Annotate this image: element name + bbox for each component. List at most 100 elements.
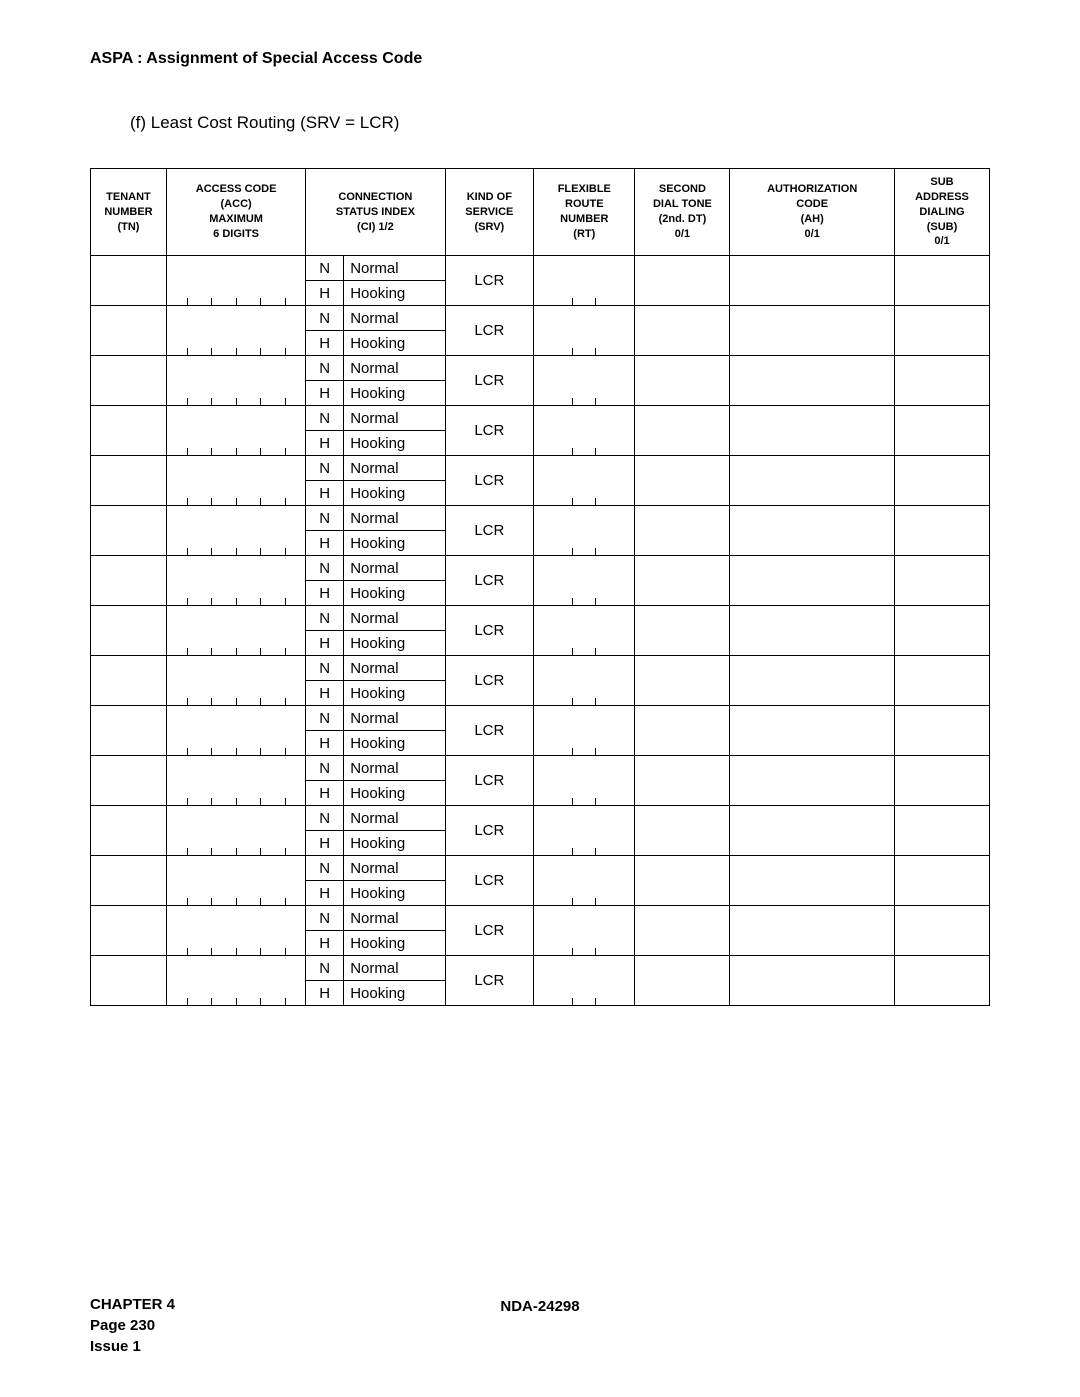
- cell-ci-code: N: [306, 806, 344, 831]
- cell-ci-code: H: [306, 731, 344, 756]
- cell-ci-label: Normal: [344, 656, 445, 681]
- col-header-tn: TENANTNUMBER(TN): [91, 169, 167, 256]
- cell-tn: [91, 406, 167, 456]
- cell-tn: [91, 306, 167, 356]
- cell-acc: [166, 356, 305, 406]
- cell-ah: [730, 406, 895, 456]
- cell-ci-label: Hooking: [344, 631, 445, 656]
- cell-rt: [534, 856, 635, 906]
- cell-ah: [730, 656, 895, 706]
- cell-dt: [635, 306, 730, 356]
- cell-tn: [91, 706, 167, 756]
- cell-ci-label: Hooking: [344, 781, 445, 806]
- cell-srv: LCR: [445, 506, 534, 556]
- cell-dt: [635, 856, 730, 906]
- cell-ci-code: N: [306, 356, 344, 381]
- cell-ah: [730, 456, 895, 506]
- cell-srv: LCR: [445, 656, 534, 706]
- cell-srv: LCR: [445, 906, 534, 956]
- cell-dt: [635, 256, 730, 306]
- cell-srv: LCR: [445, 456, 534, 506]
- cell-rt: [534, 656, 635, 706]
- cell-ci-code: H: [306, 331, 344, 356]
- cell-srv: LCR: [445, 606, 534, 656]
- cell-ah: [730, 906, 895, 956]
- cell-srv: LCR: [445, 556, 534, 606]
- cell-ah: [730, 606, 895, 656]
- cell-ci-label: Hooking: [344, 531, 445, 556]
- cell-acc: [166, 656, 305, 706]
- cell-ci-code: N: [306, 556, 344, 581]
- cell-sub: [894, 706, 989, 756]
- cell-acc: [166, 706, 305, 756]
- cell-rt: [534, 706, 635, 756]
- cell-ah: [730, 956, 895, 1006]
- cell-acc: [166, 306, 305, 356]
- footer-issue: Issue 1: [90, 1336, 175, 1357]
- cell-srv: LCR: [445, 306, 534, 356]
- cell-dt: [635, 556, 730, 606]
- cell-sub: [894, 656, 989, 706]
- col-header-rt: FLEXIBLEROUTENUMBER(RT): [534, 169, 635, 256]
- cell-ci-code: H: [306, 631, 344, 656]
- cell-sub: [894, 256, 989, 306]
- cell-tn: [91, 656, 167, 706]
- cell-ci-code: H: [306, 831, 344, 856]
- cell-acc: [166, 806, 305, 856]
- cell-sub: [894, 556, 989, 606]
- cell-dt: [635, 506, 730, 556]
- cell-rt: [534, 456, 635, 506]
- cell-ci-code: N: [306, 706, 344, 731]
- col-header-acc: ACCESS CODE(ACC)MAXIMUM6 DIGITS: [166, 169, 305, 256]
- cell-sub: [894, 606, 989, 656]
- cell-ci-code: H: [306, 481, 344, 506]
- cell-dt: [635, 906, 730, 956]
- cell-ah: [730, 256, 895, 306]
- cell-srv: LCR: [445, 956, 534, 1006]
- section-subtitle: (f) Least Cost Routing (SRV = LCR): [130, 113, 990, 133]
- cell-tn: [91, 856, 167, 906]
- cell-ci-code: H: [306, 881, 344, 906]
- col-header-sub: SUBADDRESSDIALING(SUB)0/1: [894, 169, 989, 256]
- footer-chapter: CHAPTER 4: [90, 1294, 175, 1315]
- cell-ci-label: Hooking: [344, 431, 445, 456]
- cell-ah: [730, 506, 895, 556]
- cell-dt: [635, 756, 730, 806]
- cell-rt: [534, 606, 635, 656]
- cell-ci-label: Hooking: [344, 931, 445, 956]
- cell-ci-code: H: [306, 581, 344, 606]
- cell-tn: [91, 356, 167, 406]
- cell-sub: [894, 356, 989, 406]
- col-header-ah: AUTHORIZATIONCODE(AH)0/1: [730, 169, 895, 256]
- cell-sub: [894, 856, 989, 906]
- cell-acc: [166, 456, 305, 506]
- cell-tn: [91, 956, 167, 1006]
- cell-acc: [166, 756, 305, 806]
- col-header-dt: SECONDDIAL TONE(2nd. DT)0/1: [635, 169, 730, 256]
- cell-ci-code: H: [306, 531, 344, 556]
- cell-rt: [534, 906, 635, 956]
- cell-rt: [534, 506, 635, 556]
- cell-tn: [91, 256, 167, 306]
- cell-ci-code: N: [306, 306, 344, 331]
- cell-tn: [91, 456, 167, 506]
- cell-ci-label: Hooking: [344, 981, 445, 1006]
- table-body: NNormalLCRHHookingNNormalLCRHHookingNNor…: [91, 256, 990, 1006]
- cell-ah: [730, 556, 895, 606]
- cell-dt: [635, 656, 730, 706]
- cell-ci-label: Normal: [344, 456, 445, 481]
- cell-ah: [730, 856, 895, 906]
- page-title: ASPA : Assignment of Special Access Code: [90, 50, 990, 68]
- cell-acc: [166, 956, 305, 1006]
- cell-ci-label: Normal: [344, 706, 445, 731]
- cell-tn: [91, 506, 167, 556]
- cell-ah: [730, 356, 895, 406]
- cell-ci-label: Normal: [344, 406, 445, 431]
- cell-rt: [534, 306, 635, 356]
- cell-acc: [166, 256, 305, 306]
- cell-dt: [635, 806, 730, 856]
- cell-srv: LCR: [445, 756, 534, 806]
- cell-acc: [166, 556, 305, 606]
- cell-ci-code: N: [306, 606, 344, 631]
- cell-acc: [166, 406, 305, 456]
